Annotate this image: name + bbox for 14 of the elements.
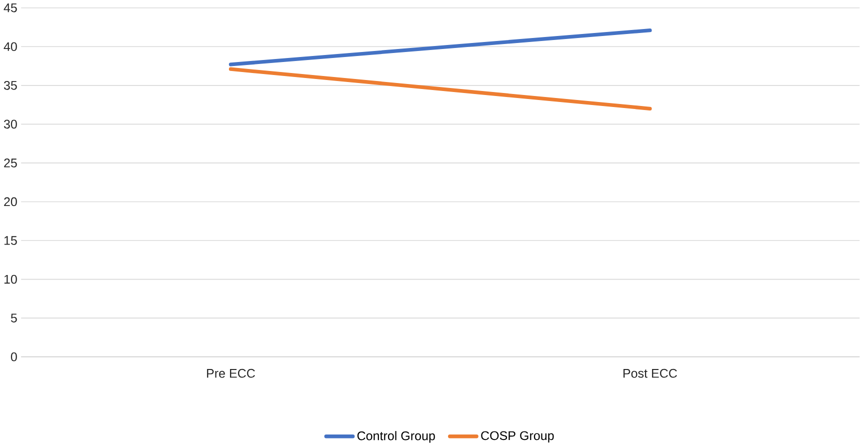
y-tick-label: 5 xyxy=(10,314,17,322)
y-tick-label: 35 xyxy=(4,81,17,90)
y-tick-label: 10 xyxy=(4,274,17,284)
x-tick-label: Pre ECC xyxy=(207,368,255,378)
y-tick-label: 15 xyxy=(4,236,17,245)
y-tick-label: 40 xyxy=(4,42,17,52)
legend-label: Control Group xyxy=(357,431,435,443)
y-tick-label: 45 xyxy=(4,4,17,12)
y-tick-label: 30 xyxy=(4,120,17,129)
y-tick-label: 25 xyxy=(4,158,17,168)
x-tick-label: Post ECC xyxy=(623,368,677,378)
legend-label: COSP Group xyxy=(481,431,554,443)
y-tick-label: 20 xyxy=(4,197,17,206)
y-tick-label: 0 xyxy=(10,352,17,362)
